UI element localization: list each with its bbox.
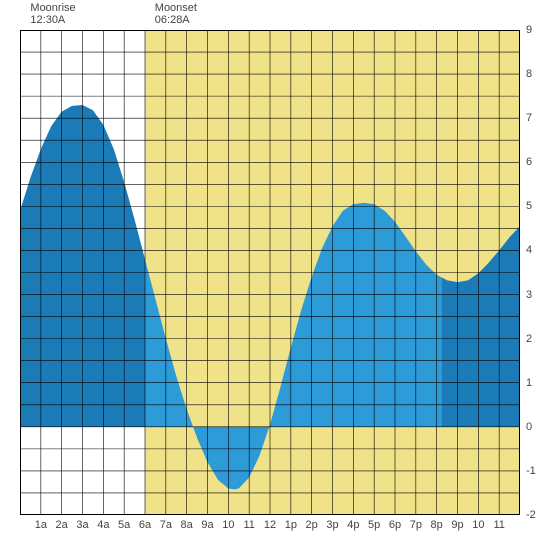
- x-tick-label: 2p: [306, 519, 318, 531]
- moonrise-time: 12:30A: [30, 14, 75, 26]
- y-tick-label: 0: [526, 421, 532, 433]
- x-tick-label: 1p: [285, 519, 297, 531]
- x-tick-label: 5p: [368, 519, 380, 531]
- y-tick-label: 3: [526, 289, 532, 301]
- y-tick-label: 2: [526, 333, 532, 345]
- y-tick-label: 8: [526, 68, 532, 80]
- moonrise-title: Moonrise: [30, 2, 75, 14]
- x-tick-label: 7p: [410, 519, 422, 531]
- y-tick-label: 6: [526, 156, 532, 168]
- y-tick-label: 1: [526, 377, 532, 389]
- y-tick-label: 4: [526, 244, 532, 256]
- x-tick-label: 9a: [201, 519, 213, 531]
- moonset-title: Moonset: [155, 2, 197, 14]
- plot-area: [20, 30, 520, 515]
- x-tick-label: 6a: [139, 519, 151, 531]
- tide-chart: Moonrise 12:30A Moonset 06:28A 1a 2a 3a 4a 5…: [0, 0, 550, 550]
- top-annotations: Moonrise 12:30A Moonset 06:28A: [0, 0, 550, 30]
- x-tick-label: 3p: [326, 519, 338, 531]
- x-tick-label: 4p: [347, 519, 359, 531]
- x-tick-label: 11: [493, 519, 504, 531]
- x-tick-label: 3a: [76, 519, 88, 531]
- x-tick-label: 4a: [97, 519, 109, 531]
- x-tick-label: 7a: [160, 519, 172, 531]
- y-tick-label: -2: [526, 509, 536, 521]
- x-tick-label: 2a: [56, 519, 68, 531]
- x-tick-label: 8p: [431, 519, 443, 531]
- x-tick-label: 6p: [389, 519, 401, 531]
- x-tick-label: 11: [243, 519, 254, 531]
- x-tick-label: 10: [222, 519, 234, 531]
- x-tick-label: 8a: [181, 519, 193, 531]
- plot-svg: [20, 30, 520, 515]
- x-tick-label: 5a: [118, 519, 130, 531]
- x-tick-label: 10: [472, 519, 484, 531]
- y-tick-label: 7: [526, 112, 532, 124]
- moonset-time: 06:28A: [155, 14, 197, 26]
- moonrise-label: Moonrise 12:30A: [30, 2, 75, 26]
- x-tick-label: 12: [264, 519, 276, 531]
- y-tick-label: 9: [526, 24, 532, 36]
- y-tick-label: -1: [526, 465, 536, 477]
- moonset-label: Moonset 06:28A: [155, 2, 197, 26]
- y-tick-label: 5: [526, 200, 532, 212]
- x-tick-label: 9p: [451, 519, 463, 531]
- x-tick-label: 1a: [35, 519, 47, 531]
